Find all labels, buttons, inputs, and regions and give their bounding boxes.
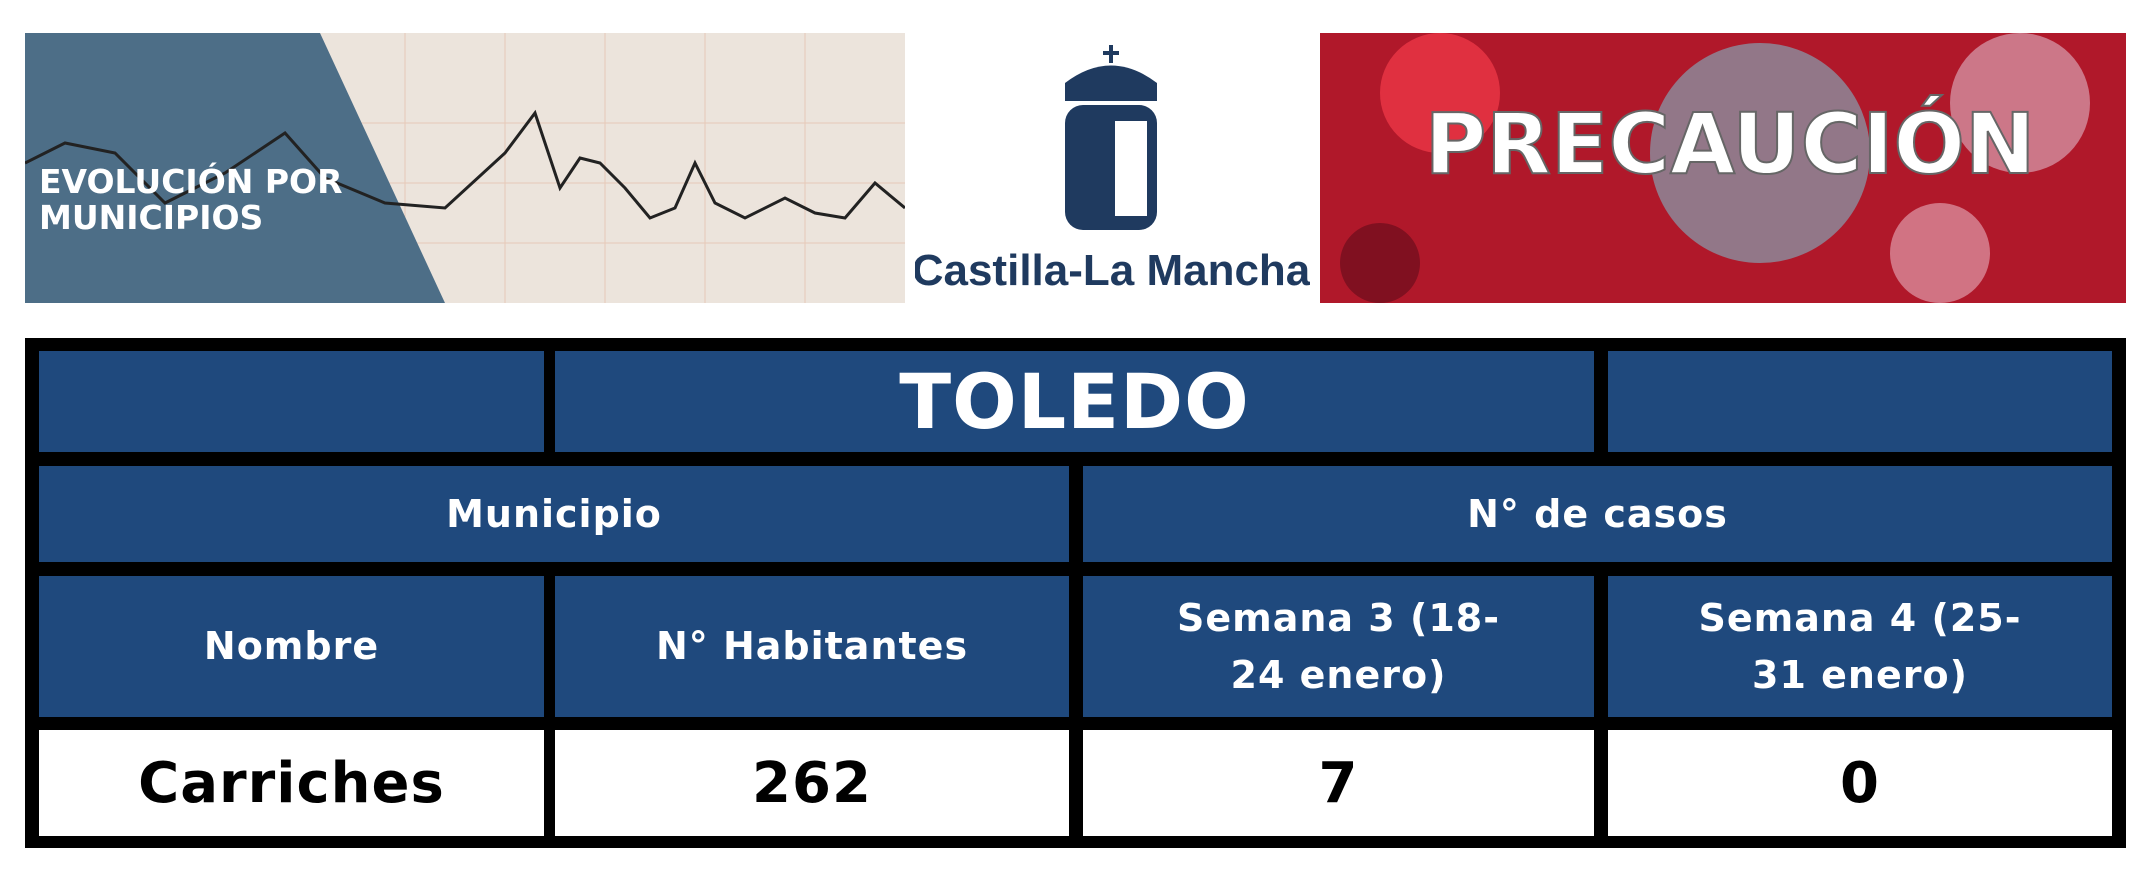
cell: Carriches xyxy=(39,730,544,836)
logo-text: Castilla-La Mancha xyxy=(915,246,1310,295)
empty-cell xyxy=(39,351,544,452)
banner-text: PRECAUCIÓN xyxy=(1425,95,2036,193)
column-header: N° Habitantes xyxy=(555,576,1069,717)
caution-banner: PRECAUCIÓN xyxy=(1320,33,2126,303)
column-header: Semana 3 (18-24 enero) xyxy=(1083,576,1594,717)
evolution-banner: EVOLUCIÓN POR MUNICIPIOS xyxy=(25,33,905,303)
banner-text: EVOLUCIÓN POR MUNICIPIOS xyxy=(39,161,343,237)
cell: 7 xyxy=(1083,730,1594,836)
table-title: TOLEDO xyxy=(555,351,1594,452)
cell: 0 xyxy=(1608,730,2112,836)
logo: Castilla-La Mancha xyxy=(915,45,1310,295)
group-header: Municipio xyxy=(39,466,1069,562)
column-header: Semana 4 (25-31 enero) xyxy=(1608,576,2112,717)
cell: 262 xyxy=(555,730,1069,836)
empty-cell xyxy=(1608,351,2112,452)
column-header: Nombre xyxy=(39,576,544,717)
group-header: N° de casos xyxy=(1083,466,2112,562)
